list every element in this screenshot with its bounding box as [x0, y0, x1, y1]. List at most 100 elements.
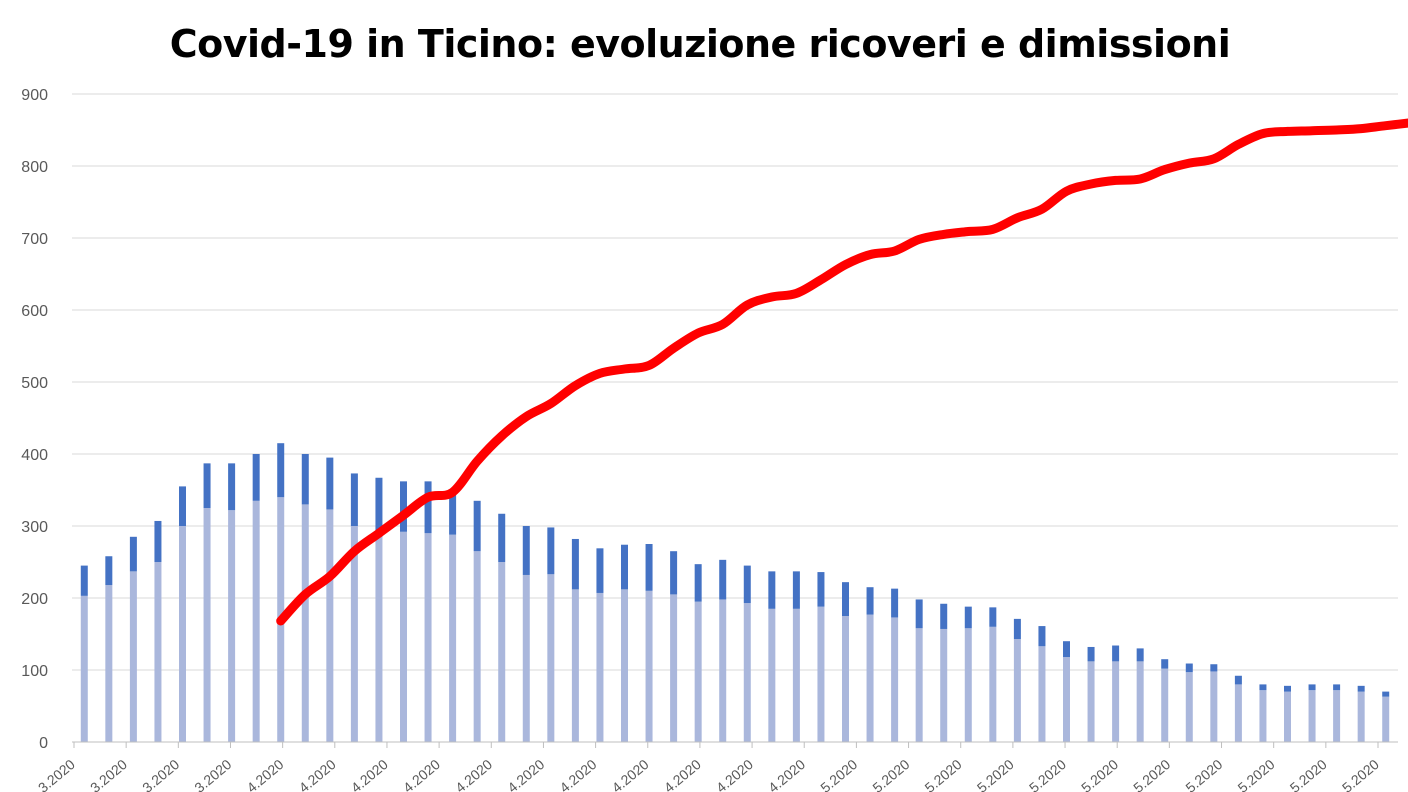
x-tick-label: 4.2020: [243, 756, 286, 792]
bar-segment-bottom: [1357, 691, 1365, 742]
bar-segment-top: [670, 551, 678, 595]
y-tick-label: 200: [21, 591, 48, 608]
bar-segment-bottom: [964, 628, 972, 742]
bar-segment-bottom: [768, 608, 776, 742]
bar-segment-bottom: [80, 595, 88, 742]
line-series: [276, 118, 1408, 626]
x-tick-label: 4.2020: [713, 756, 756, 792]
bar-segment-bottom: [129, 571, 137, 742]
bar-segment-top: [498, 513, 506, 562]
bar-segment-top: [842, 582, 849, 616]
bar-segment-bottom: [179, 526, 186, 742]
bar-segment-bottom: [154, 562, 162, 742]
bar-segment-top: [596, 548, 604, 593]
x-tick-label: 4.2020: [348, 756, 391, 792]
bar-segment-bottom: [1308, 690, 1316, 742]
bar-segment-bottom: [645, 590, 653, 742]
bar-segment-bottom: [571, 589, 579, 742]
bar-segment-bottom: [105, 585, 113, 742]
bar-segment-bottom: [350, 526, 358, 742]
bar-segment-top: [1087, 646, 1095, 662]
x-tick-label: 3.2020: [87, 756, 130, 792]
bar-segment-top: [621, 544, 628, 590]
bar-segment-bottom: [1284, 691, 1291, 742]
bar-segment-top: [989, 607, 997, 627]
bar-segment-bottom: [719, 599, 727, 742]
x-tick-label: 4.2020: [661, 756, 704, 792]
bar-segment-top: [1234, 675, 1242, 685]
bar-segment-top: [719, 559, 727, 600]
bar-segment-bottom: [817, 606, 825, 742]
bar-segment-bottom: [694, 601, 702, 742]
y-tick-label: 600: [21, 303, 48, 320]
bar-segment-bottom: [989, 626, 997, 742]
bar-segment-top: [1357, 685, 1365, 692]
y-tick-label: 300: [21, 519, 48, 536]
bar-segment-top: [1185, 663, 1193, 673]
bar-segment-top: [228, 463, 236, 511]
bar-segment-top: [1161, 659, 1169, 669]
x-tick-label: 5.2020: [817, 756, 860, 792]
x-tick-label: 3.2020: [35, 756, 78, 792]
x-tick-label: 5.2020: [1078, 756, 1121, 792]
bar-segment-bottom: [1259, 690, 1267, 742]
chart-title: Covid-19 in Ticino: evoluzione ricoveri …: [169, 22, 1231, 66]
bar-segment-bottom: [1234, 684, 1242, 742]
x-tick-label: 4.2020: [504, 756, 547, 792]
bar-segment-bottom: [1112, 661, 1120, 742]
bar-segment-top: [891, 588, 899, 618]
x-tick-label: 5.2020: [1130, 756, 1173, 792]
bar-segment-top: [522, 526, 530, 575]
bar-segment-bottom: [252, 500, 260, 742]
bar-segment-top: [1284, 685, 1291, 692]
x-tick-label: 5.2020: [869, 756, 912, 792]
y-tick-label: 700: [21, 231, 48, 248]
bar-segment-top: [866, 587, 874, 615]
bar-segment-bottom: [792, 608, 800, 742]
bar-segment-bottom: [228, 510, 236, 742]
bar-segment-bottom: [473, 551, 481, 742]
bar-segment-bottom: [449, 534, 457, 742]
bar-segment-top: [449, 490, 457, 535]
y-tick-label: 400: [21, 447, 48, 464]
bar-segment-top: [400, 481, 407, 532]
bar-segment-top: [375, 477, 383, 537]
x-tick-label: 5.2020: [1182, 756, 1225, 792]
y-tick-label: 800: [21, 159, 48, 176]
bar-segment-bottom: [621, 589, 628, 742]
bar-segment-bottom: [1161, 668, 1169, 742]
bar-segment-top: [203, 463, 211, 508]
bar-segment-top: [105, 556, 113, 586]
bar-segment-bottom: [743, 603, 751, 742]
bar-segment-top: [940, 603, 948, 629]
bar-segment-bottom: [498, 562, 506, 742]
bar-segment-top: [1333, 684, 1341, 691]
bar-segment-bottom: [1185, 672, 1193, 742]
x-tick-label: 5.2020: [1235, 756, 1278, 792]
bar-segment-bottom: [1063, 657, 1070, 742]
bar-series: [80, 443, 1390, 742]
bar-segment-top: [1038, 626, 1046, 647]
bar-segment-top: [179, 486, 186, 526]
bar-segment-top: [154, 520, 162, 562]
bar-segment-bottom: [1136, 661, 1144, 742]
bar-segment-top: [1210, 664, 1218, 672]
bar-segment-top: [915, 599, 923, 629]
x-tick-label: 4.2020: [452, 756, 495, 792]
bar-segment-top: [473, 500, 481, 552]
bar-segment-bottom: [670, 594, 678, 742]
bar-segment-top: [1112, 645, 1120, 662]
x-tick-label: 5.2020: [1287, 756, 1330, 792]
x-tick-label: 3.2020: [139, 756, 182, 792]
x-tick-label: 3.2020: [191, 756, 234, 792]
bar-segment-top: [964, 606, 972, 629]
bar-segment-bottom: [1382, 696, 1390, 742]
bar-segment-bottom: [400, 531, 407, 742]
bar-segment-top: [1382, 691, 1390, 697]
bar-segment-top: [571, 538, 579, 590]
bar-segment-top: [547, 527, 555, 575]
bar-segment-top: [252, 454, 260, 501]
bar-segment-bottom: [1333, 690, 1341, 742]
bar-segment-bottom: [1013, 639, 1021, 742]
